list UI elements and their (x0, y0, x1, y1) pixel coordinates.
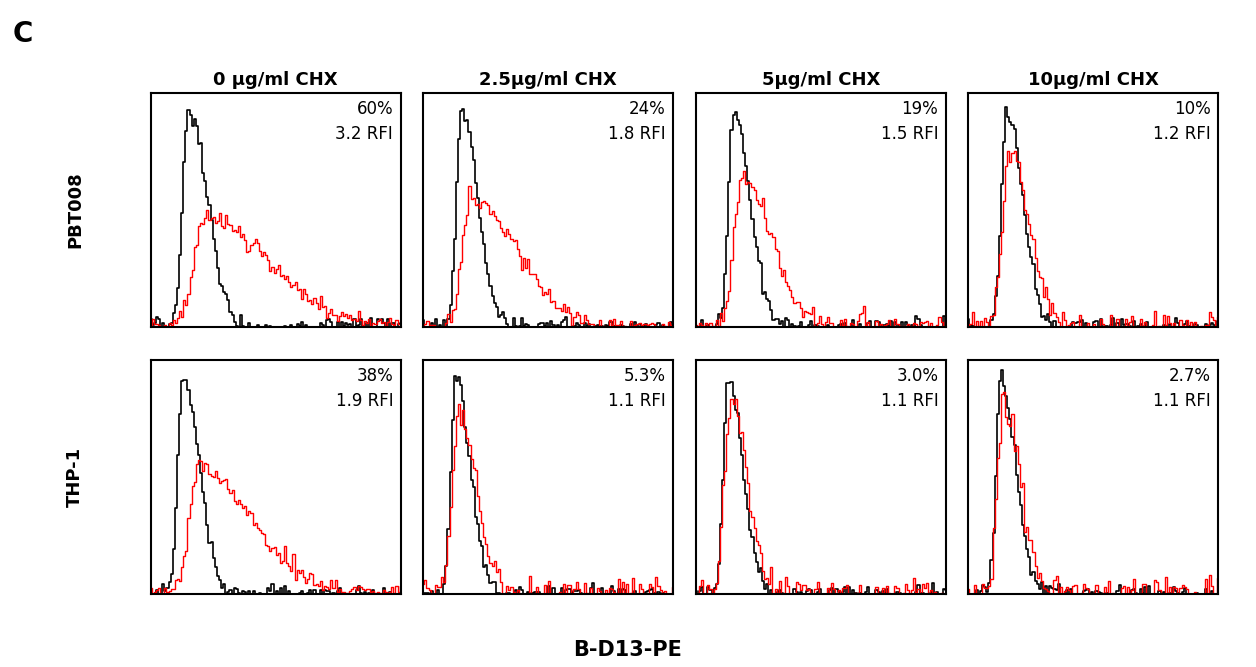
Text: 3.0%
1.1 RFI: 3.0% 1.1 RFI (880, 367, 938, 410)
Text: 24%
1.8 RFI: 24% 1.8 RFI (608, 101, 666, 143)
Title: 2.5μg/ml CHX: 2.5μg/ml CHX (480, 71, 617, 89)
Title: 5μg/ml CHX: 5μg/ml CHX (761, 71, 880, 89)
Text: 60%
3.2 RFI: 60% 3.2 RFI (335, 101, 393, 143)
Title: 10μg/ml CHX: 10μg/ml CHX (1027, 71, 1159, 89)
Text: 38%
1.9 RFI: 38% 1.9 RFI (335, 367, 393, 410)
Text: C: C (13, 20, 33, 48)
Title: 0 μg/ml CHX: 0 μg/ml CHX (214, 71, 338, 89)
Text: 2.7%
1.1 RFI: 2.7% 1.1 RFI (1153, 367, 1211, 410)
Text: 10%
1.2 RFI: 10% 1.2 RFI (1153, 101, 1211, 143)
Text: 19%
1.5 RFI: 19% 1.5 RFI (880, 101, 938, 143)
Text: B-D13-PE: B-D13-PE (574, 640, 682, 660)
Text: THP-1: THP-1 (67, 447, 84, 507)
Text: PBT008: PBT008 (67, 171, 84, 249)
Text: 5.3%
1.1 RFI: 5.3% 1.1 RFI (608, 367, 666, 410)
